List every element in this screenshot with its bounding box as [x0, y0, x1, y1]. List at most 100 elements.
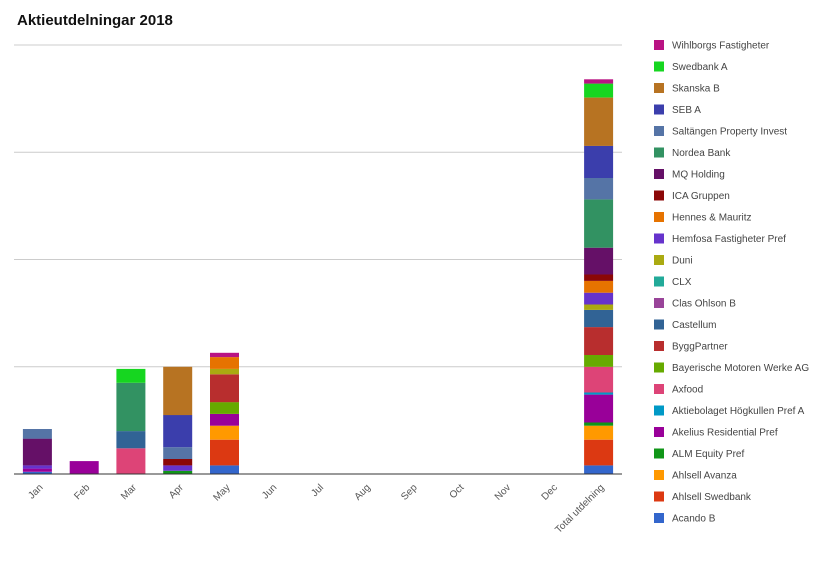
- bar-segment-byggpartner-total-utdelning: [584, 327, 614, 355]
- bar-segment-acando-b-may: [210, 465, 239, 474]
- legend-swatch: [654, 405, 664, 416]
- x-tick-label: Dec: [540, 482, 560, 502]
- legend-swatch: [654, 491, 664, 502]
- legend-item-skanska-b: Skanska B: [654, 83, 720, 95]
- bar-segment-skanska-b-total-utdelning: [584, 97, 614, 146]
- legend-label: Swedbank A: [672, 62, 728, 73]
- legend-item-mq-holding: MQ Holding: [654, 169, 725, 181]
- legend-item-akelius-residential-pref: Akelius Residential Pref: [654, 427, 778, 439]
- legend-swatch: [654, 427, 664, 437]
- x-tick-label: Jul: [309, 482, 326, 499]
- legend-swatch: [654, 384, 664, 394]
- legend-item-seb-a: SEB A: [654, 104, 701, 116]
- x-tick-label: Jun: [260, 482, 279, 501]
- legend: Wihlborgs Fastigheter Swedbank A Skanska B…: [654, 40, 809, 525]
- bar-segment-nordea-bank-mar: [116, 382, 146, 432]
- chart-title: Aktieutdelningar 2018: [17, 12, 173, 29]
- legend-swatch: [654, 319, 664, 330]
- bar-segment-nordea-bank-total-utdelning: [584, 199, 614, 248]
- legend-label: Nordea Bank: [672, 148, 731, 159]
- legend-swatch: [654, 362, 664, 373]
- x-tick-label: Apr: [167, 482, 186, 501]
- bar-segment-axfood-mar: [116, 448, 146, 474]
- legend-label: Skanska B: [672, 84, 720, 95]
- legend-label: Clas Ohlson B: [672, 299, 736, 310]
- legend-label: CLX: [672, 277, 692, 288]
- legend-swatch: [654, 341, 664, 351]
- bar-segment-hemfosa-fastigheter-pref-total-utdelning: [584, 292, 614, 305]
- bar-segment-akelius-residential-pref-may: [210, 413, 239, 426]
- legend-item-byggpartner: ByggPartner: [654, 341, 728, 353]
- bar-segment-akelius-residential-pref-feb: [69, 461, 99, 474]
- bar-segment-salt-ngen-property-invest-total-utdelning: [584, 178, 614, 200]
- legend-label: Hemfosa Fastigheter Pref: [672, 234, 786, 245]
- x-axis: Jan Feb Mar Apr May Jun Jul Aug Sep Oct Nov DecTota…: [14, 473, 622, 536]
- legend-swatch: [654, 40, 664, 50]
- x-tick-label: Oct: [448, 482, 467, 501]
- legend-item-acando-b: Acando B: [654, 513, 716, 525]
- legend-label: Acando B: [672, 514, 716, 525]
- legend-label: SEB A: [672, 105, 701, 116]
- bars: [22, 79, 614, 474]
- bar-segment-acando-b-jan: [22, 471, 52, 474]
- x-tick-label: Total utdelning: [553, 482, 606, 535]
- x-tick-label: Aug: [353, 482, 373, 502]
- legend-swatch: [654, 233, 664, 244]
- bar-segment-mq-holding-total-utdelning: [584, 247, 614, 275]
- bar-segment-alm-equity-pref-total-utdelning: [584, 422, 614, 426]
- bar-segment-seb-a-total-utdelning: [584, 145, 614, 178]
- legend-swatch: [654, 470, 664, 480]
- bar-segment-seb-a-apr: [163, 415, 193, 448]
- legend-item-castellum: Castellum: [654, 319, 716, 331]
- bar-segment-byggpartner-may: [210, 374, 239, 403]
- bar-segment-ahlsell-swedbank-total-utdelning: [584, 439, 614, 466]
- bar-segment-ahlsell-swedbank-may: [210, 439, 239, 466]
- legend-label: ALM Equity Pref: [672, 449, 744, 460]
- legend-swatch: [654, 169, 664, 179]
- legend-swatch: [654, 147, 664, 158]
- bar-segment-wihlborgs-fastigheter-total-utdelning: [584, 79, 614, 84]
- legend-swatch: [654, 448, 664, 459]
- bar-segment-salt-ngen-property-invest-apr: [163, 447, 193, 459]
- legend-item-alm-equity-pref: ALM Equity Pref: [654, 448, 744, 460]
- bar-segment-mq-holding-jan: [22, 438, 52, 466]
- legend-item-salt-ngen-property-invest: Saltängen Property Invest: [654, 126, 787, 138]
- legend-item-duni: Duni: [654, 255, 693, 267]
- legend-item-hennes-mauritz: Hennes & Mauritz: [654, 212, 751, 224]
- legend-item-swedbank-a: Swedbank A: [654, 61, 728, 73]
- bar-segment-alm-equity-pref-apr: [163, 470, 193, 474]
- bar-segment-bayerische-motoren-werke-ag-total-utdelning: [584, 355, 614, 367]
- x-tick-label: Jan: [26, 482, 45, 501]
- x-tick-label: May: [211, 482, 232, 503]
- legend-label: Akelius Residential Pref: [672, 428, 778, 439]
- gridlines: [14, 44, 622, 368]
- bar-segment-duni-total-utdelning: [584, 304, 614, 310]
- legend-label: ICA Gruppen: [672, 191, 730, 202]
- legend-swatch: [654, 276, 664, 287]
- bar-segment-acando-b-total-utdelning: [584, 465, 614, 474]
- legend-item-bayerische-motoren-werke-ag: Bayerische Motoren Werke AG: [654, 362, 809, 374]
- legend-swatch: [654, 255, 664, 265]
- bar-segment-ahlsell-avanza-total-utdelning: [584, 425, 614, 440]
- legend-label: Aktiebolaget Högkullen Pref A: [672, 406, 805, 417]
- bar-segment-castellum-mar: [116, 431, 146, 449]
- x-tick-label: Mar: [119, 482, 139, 502]
- legend-label: Wihlborgs Fastigheter: [672, 41, 770, 52]
- legend-label: Saltängen Property Invest: [672, 127, 787, 138]
- legend-label: Hennes & Mauritz: [672, 213, 751, 224]
- legend-label: Castellum: [672, 320, 716, 331]
- bar-segment-axfood-total-utdelning: [584, 366, 614, 393]
- bar-segment-hemfosa-fastigheter-pref-apr: [163, 465, 193, 471]
- legend-item-ahlsell-swedbank: Ahlsell Swedbank: [654, 491, 752, 503]
- legend-swatch: [654, 104, 664, 115]
- bar-segment-akelius-residential-pref-total-utdelning: [584, 394, 614, 423]
- bar-segment-salt-ngen-property-invest-jan: [22, 429, 52, 439]
- legend-item-hemfosa-fastigheter-pref: Hemfosa Fastigheter Pref: [654, 233, 786, 245]
- legend-swatch: [654, 61, 664, 72]
- legend-item-clas-ohlson-b: Clas Ohlson B: [654, 298, 736, 310]
- bar-segment-bayerische-motoren-werke-ag-may: [210, 402, 239, 414]
- legend-item-axfood: Axfood: [654, 384, 703, 396]
- bar-segment-swedbank-a-mar: [116, 368, 146, 383]
- bar-segment-wihlborgs-fastigheter-may: [210, 352, 239, 358]
- x-tick-label: Sep: [399, 482, 420, 503]
